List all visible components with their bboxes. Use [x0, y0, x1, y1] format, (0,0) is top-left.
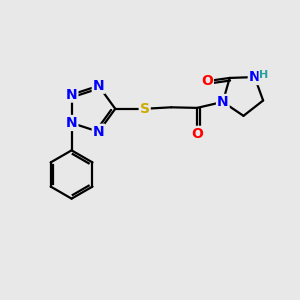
- Text: N: N: [93, 79, 104, 93]
- Text: O: O: [201, 74, 213, 88]
- Text: H: H: [260, 70, 269, 80]
- Text: N: N: [217, 95, 229, 109]
- Text: N: N: [66, 88, 77, 102]
- Text: S: S: [140, 102, 150, 116]
- Text: N: N: [93, 125, 104, 139]
- Text: N: N: [249, 70, 260, 84]
- Text: N: N: [66, 116, 77, 130]
- Text: O: O: [191, 127, 203, 141]
